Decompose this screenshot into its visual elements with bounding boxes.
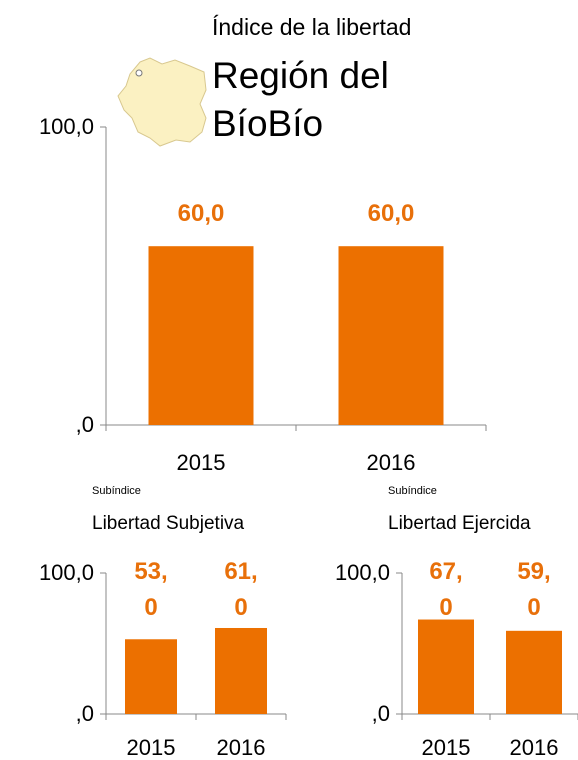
value-label: 53,0 xyxy=(134,558,168,621)
value-label: 61,0 xyxy=(224,558,258,621)
chart-caption: Subíndice xyxy=(388,485,437,497)
bar xyxy=(215,627,267,714)
y-tick-label: ,0 xyxy=(75,412,94,437)
chart-title: Libertad Ejercida xyxy=(388,513,531,534)
region-map xyxy=(117,57,207,147)
y-tick-label: 100,0 xyxy=(38,114,94,139)
y-tick-label: ,0 xyxy=(75,701,94,726)
x-tick-label: 2016 xyxy=(216,735,266,760)
map-marker xyxy=(135,69,143,77)
y-tick-label: 100,0 xyxy=(334,560,390,585)
value-label: 60,0 xyxy=(367,200,415,228)
bar xyxy=(418,619,474,714)
bar xyxy=(338,246,444,425)
chart-subtitle: Región del BíoBío xyxy=(212,55,389,144)
y-tick-label: 100,0 xyxy=(38,560,94,585)
value-label: 67,0 xyxy=(429,558,463,621)
x-tick-label: 2016 xyxy=(366,450,416,475)
value-label: 59,0 xyxy=(517,558,551,621)
x-tick-label: 2015 xyxy=(176,450,226,475)
bar xyxy=(148,246,254,425)
x-tick-label: 2016 xyxy=(509,735,559,760)
value-label: 60,0 xyxy=(177,200,225,228)
x-tick-label: 2015 xyxy=(421,735,471,760)
bar xyxy=(506,630,562,714)
bar xyxy=(125,639,177,714)
x-tick-label: 2015 xyxy=(126,735,176,760)
y-tick-label: ,0 xyxy=(371,701,390,726)
chart-title: Índice de la libertad xyxy=(212,14,412,40)
chart-title: Libertad Subjetiva xyxy=(92,513,245,534)
chart-caption: Subíndice xyxy=(92,485,141,497)
